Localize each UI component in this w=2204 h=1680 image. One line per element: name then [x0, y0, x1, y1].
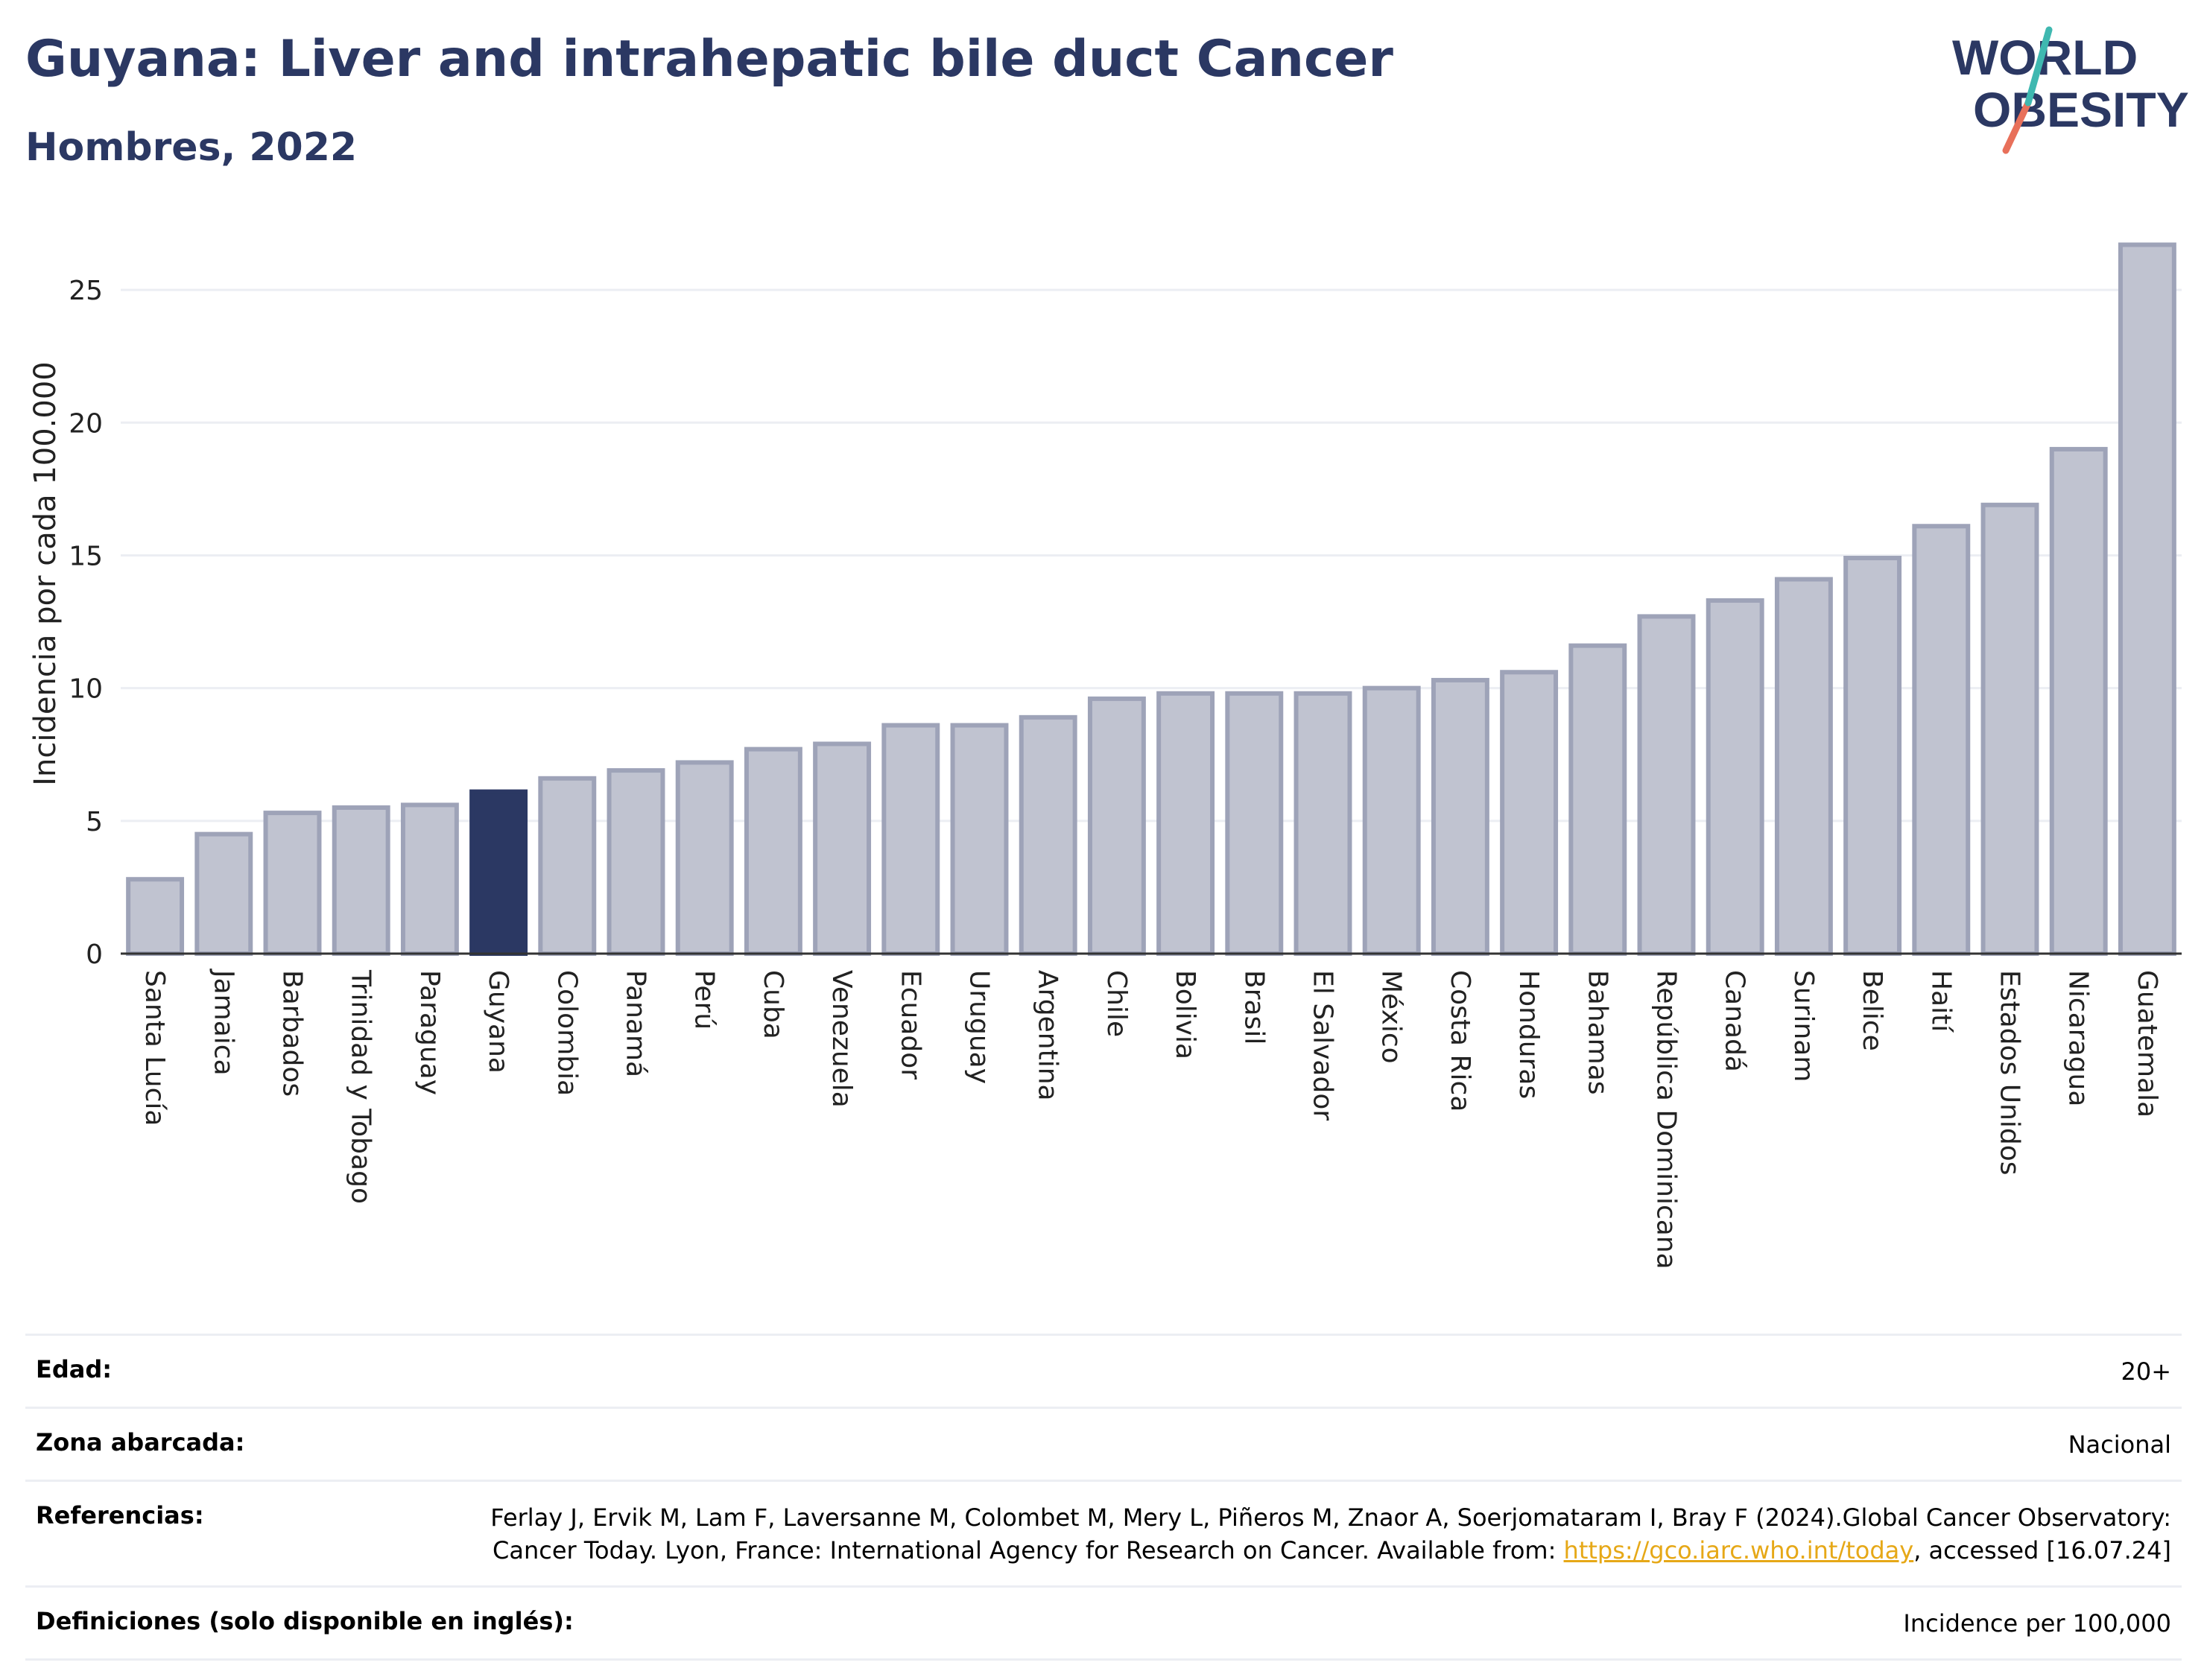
y-tick-label: 0	[86, 939, 103, 970]
bar-bahamas[interactable]	[1568, 643, 1627, 956]
bar-guyana[interactable]	[469, 789, 528, 956]
bar-barbados[interactable]	[263, 811, 322, 957]
meta-row-references: Referencias: Ferlay J, Ervik M, Lam F, L…	[25, 1479, 2182, 1586]
bar-bolivia[interactable]	[1156, 691, 1215, 956]
y-axis-label: Incidencia por cada 100.000	[28, 361, 63, 786]
x-tick-label: El Salvador	[1308, 970, 1338, 1120]
bar-el-salvador[interactable]	[1293, 691, 1352, 956]
y-tick-label: 10	[69, 674, 103, 705]
x-tick-label: Colombia	[551, 970, 582, 1096]
bar-venezuela[interactable]	[813, 741, 872, 956]
x-tick-label: Honduras	[1513, 970, 1544, 1099]
metadata-table: Edad: 20+ Zona abarcada: Nacional Refere…	[25, 1334, 2182, 1661]
world-obesity-logo-icon: WORLD OBESITY	[1952, 26, 2189, 154]
x-tick-label: Santa Lucía	[139, 970, 170, 1126]
meta-def-label: Definiciones (solo disponible en inglés)…	[36, 1607, 574, 1636]
meta-row-age: Edad: 20+	[25, 1334, 2182, 1407]
x-tick-label: Surinam	[1788, 970, 1819, 1082]
x-tick-label: Bolivia	[1170, 970, 1200, 1059]
x-tick-label: Uruguay	[964, 970, 995, 1084]
x-tick-label: Perú	[689, 970, 720, 1030]
x-tick-label: Trinidad y Tobago	[346, 969, 376, 1204]
x-tick-label: Cuba	[758, 970, 788, 1039]
meta-def-value: Incidence per 100,000	[1903, 1609, 2171, 1638]
page-subtitle: Hombres, 2022	[25, 125, 358, 170]
meta-row-zone: Zona abarcada: Nacional	[25, 1406, 2182, 1480]
reference-link[interactable]: https://gco.iarc.who.int/today	[1563, 1536, 1914, 1565]
logo-line2: OBESITY	[1973, 82, 2189, 137]
bar-perú[interactable]	[675, 760, 734, 956]
x-tick-label: Costa Rica	[1445, 970, 1475, 1112]
x-tick-label: Jamaica	[208, 969, 238, 1076]
x-tick-label: Argentina	[1033, 970, 1063, 1101]
meta-zone-label: Zona abarcada:	[36, 1427, 245, 1456]
x-tick-label: México	[1376, 970, 1407, 1064]
x-tick-label: Nicaragua	[2063, 970, 2094, 1106]
bar-panamá[interactable]	[607, 768, 665, 957]
x-tick-label: Chile	[1101, 970, 1132, 1037]
bar-paraguay[interactable]	[400, 802, 459, 957]
bar-chart: 0 5 10 15 20 25 Incidencia por cada 100.000 San…	[28, 242, 2182, 1269]
bar-república-dominicana[interactable]	[1637, 614, 1696, 956]
meta-ref-value: Ferlay J, Ervik M, Lam F, Laversanne M, …	[457, 1501, 2171, 1568]
bar-honduras[interactable]	[1500, 670, 1559, 956]
x-tick-label: Canadá	[1720, 970, 1750, 1072]
bar-uruguay[interactable]	[950, 723, 1009, 956]
bar-argentina[interactable]	[1019, 714, 1077, 956]
bar-méxico[interactable]	[1362, 685, 1421, 956]
meta-ref-text: Ferlay J, Ervik M, Lam F, Laversanne M, …	[490, 1503, 2171, 1565]
meta-zone-value: Nacional	[2068, 1430, 2171, 1459]
y-tick-label: 5	[86, 807, 103, 837]
x-tick-label: República Dominicana	[1651, 970, 1682, 1269]
x-tick-label: Barbados	[277, 970, 308, 1097]
bar-haití[interactable]	[1912, 524, 1971, 956]
y-tick-label: 25	[69, 276, 103, 306]
x-tick-label: Brasil	[1238, 970, 1269, 1045]
y-tick-label: 15	[69, 541, 103, 571]
x-tick-label: Venezuela	[826, 970, 857, 1108]
x-tick-label: Ecuador	[895, 970, 925, 1080]
x-tick-label: Guatemala	[2132, 970, 2162, 1118]
bar-chile[interactable]	[1087, 696, 1146, 957]
bar-trinidad-y-tobago[interactable]	[332, 805, 390, 956]
x-tick-label: Bahamas	[1582, 970, 1612, 1095]
bar-costa-rica[interactable]	[1431, 677, 1489, 956]
x-tick-label: Panamá	[621, 970, 651, 1077]
bar-estados-unidos[interactable]	[1980, 502, 2039, 956]
bar-cuba[interactable]	[744, 747, 802, 956]
meta-age-label: Edad:	[36, 1355, 113, 1383]
x-tick-label: Belice	[1857, 970, 1887, 1051]
meta-ref-label: Referencias:	[36, 1500, 204, 1530]
bar-guatemala[interactable]	[2118, 242, 2176, 956]
bar-colombia[interactable]	[538, 776, 597, 957]
bar-belice[interactable]	[1843, 556, 1902, 956]
y-tick-label: 20	[69, 408, 103, 439]
bar-brasil[interactable]	[1225, 691, 1284, 956]
bar-jamaica[interactable]	[194, 831, 253, 956]
meta-ref-suffix: , accessed [16.07.24]	[1913, 1536, 2171, 1565]
bar-surinam[interactable]	[1774, 577, 1833, 956]
bar-canadá[interactable]	[1706, 598, 1764, 956]
x-tick-label: Guyana	[483, 970, 513, 1074]
page-title: Guyana: Liver and intrahepatic bile duct…	[25, 30, 1393, 89]
meta-age-value: 20+	[2121, 1357, 2171, 1386]
bar-santa-lucía[interactable]	[126, 877, 185, 956]
x-tick-label: Estados Unidos	[1995, 970, 2025, 1176]
bar-nicaragua[interactable]	[2049, 446, 2108, 956]
x-tick-label: Paraguay	[414, 970, 445, 1095]
bar-ecuador[interactable]	[881, 723, 940, 956]
x-tick-label: Haití	[1925, 970, 1956, 1033]
meta-row-definitions: Definiciones (solo disponible en inglés)…	[25, 1585, 2182, 1661]
